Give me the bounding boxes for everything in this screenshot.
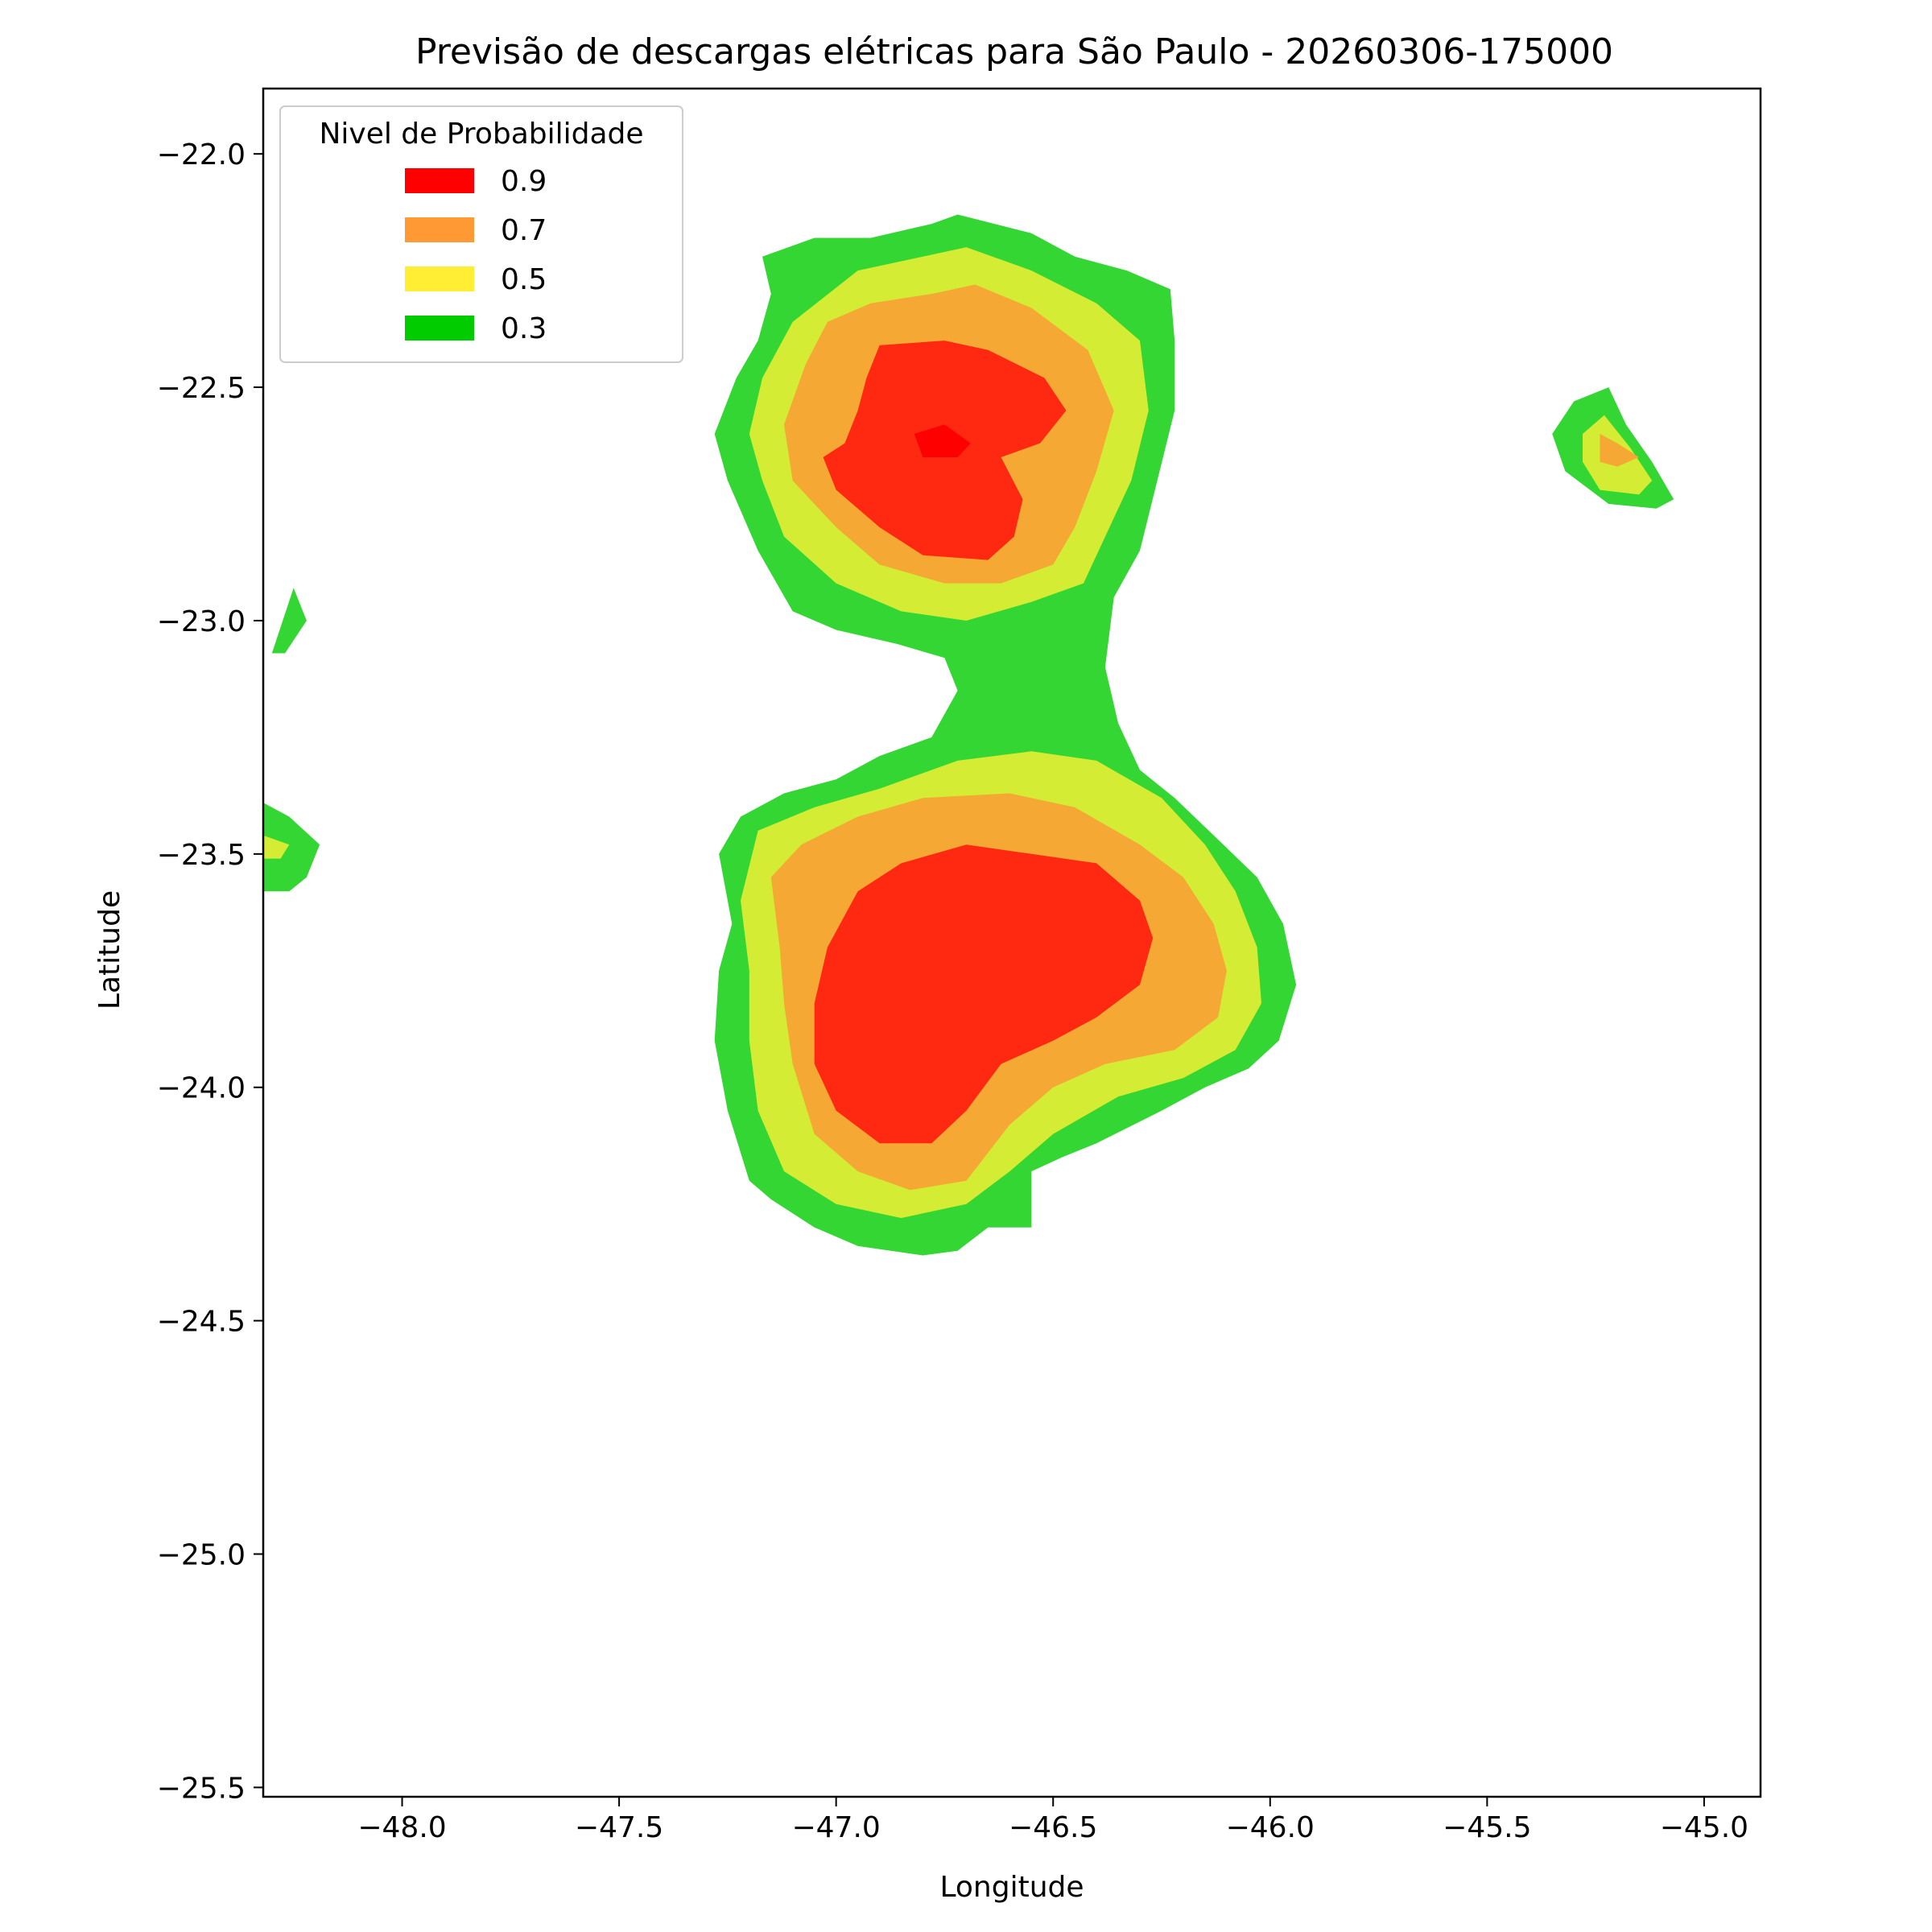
- y-tick-label: −22.0: [157, 138, 246, 171]
- x-tick-label: −46.0: [1226, 1811, 1315, 1844]
- y-tick-label: −25.0: [157, 1539, 246, 1572]
- x-tick-label: −47.5: [575, 1811, 663, 1844]
- y-tick-label: −24.5: [157, 1306, 246, 1339]
- legend-label-0.3: 0.3: [501, 312, 547, 345]
- y-tick-label: −24.0: [157, 1072, 246, 1105]
- x-tick-label: −46.5: [1009, 1811, 1097, 1844]
- contour-region-0.3-2: [271, 588, 307, 654]
- legend-label-0.7: 0.7: [501, 214, 547, 247]
- y-tick-label: −22.5: [157, 372, 246, 405]
- x-axis-label: Longitude: [939, 1871, 1084, 1904]
- x-tick-label: −48.0: [357, 1811, 446, 1844]
- legend-box: [279, 105, 683, 363]
- contour-region-0.9-1: [814, 844, 1154, 1144]
- x-tick-label: −47.0: [791, 1811, 880, 1844]
- legend-label-0.9: 0.9: [501, 165, 547, 198]
- legend: Nivel de Probabilidade 0.9 0.7 0.5 0.3: [279, 105, 683, 363]
- contour-region-0.7-2: [1600, 434, 1639, 467]
- y-tick-label: −25.5: [157, 1772, 246, 1805]
- legend-swatch-0.7: [405, 217, 474, 242]
- y-axis-label: Latitude: [93, 890, 126, 1009]
- contour-region-0.3-3: [263, 803, 320, 892]
- y-axis: −22.0 −22.5 −23.0 −23.5 −24.0 −24.5 −25.0 −25.5: [157, 138, 263, 1805]
- plot-frame: [262, 87, 1762, 1798]
- legend-title: Nivel de Probabilidade: [319, 118, 643, 151]
- x-axis: −48.0 −47.5 −47.0 −46.5 −46.0 −45.5 −45.0: [357, 1797, 1748, 1844]
- legend-swatch-0.3: [405, 316, 474, 341]
- x-tick-label: −45.0: [1660, 1811, 1748, 1844]
- contour-region-0.5-3: [263, 835, 290, 859]
- y-tick-label: −23.0: [157, 605, 246, 638]
- contour-level-peak: [914, 424, 971, 457]
- legend-entries: 0.9 0.7 0.5 0.3: [405, 165, 547, 345]
- contour-layers: [263, 214, 1674, 1256]
- legend-label-0.5: 0.5: [501, 263, 547, 296]
- legend-swatch-0.9: [405, 168, 474, 193]
- contour-region-peak-0: [914, 424, 971, 457]
- x-tick-label: −45.5: [1443, 1811, 1531, 1844]
- chart-title: Previsão de descargas elétricas para São…: [415, 31, 1613, 72]
- y-tick-label: −23.5: [157, 839, 246, 872]
- legend-swatch-0.5: [405, 266, 474, 291]
